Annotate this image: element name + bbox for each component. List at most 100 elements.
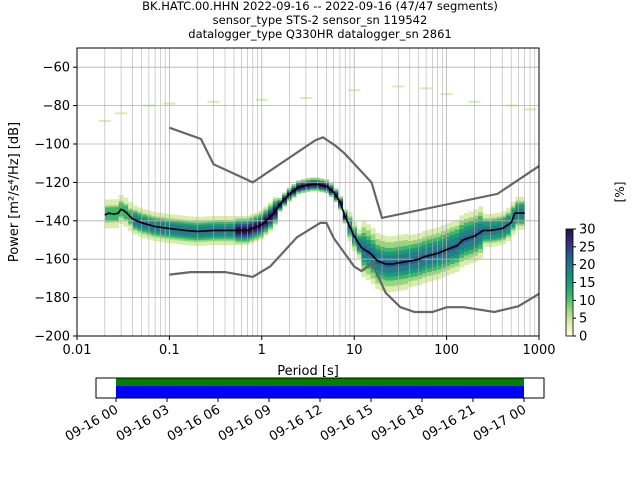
psd-cell: [422, 240, 428, 243]
psd-cell: [268, 211, 274, 215]
psd-cell: [487, 240, 493, 244]
psd-cell: [221, 240, 227, 244]
psd-cell: [184, 221, 190, 224]
psd-cell: [496, 237, 502, 240]
psd-cell: [366, 277, 372, 281]
psd-cell: [212, 225, 218, 228]
psd-cell: [468, 238, 474, 241]
psd-cell: [226, 239, 232, 242]
psd-cell: [277, 201, 283, 205]
psd-cell: [207, 223, 213, 227]
psd-cell: [142, 228, 148, 231]
psd-cell: [431, 268, 437, 271]
psd-cell: [174, 222, 180, 225]
psd-cell: [431, 245, 437, 248]
psd-cell: [459, 259, 465, 262]
psd-cell: [520, 198, 525, 201]
psd-cell: [426, 235, 432, 238]
timeline-tick-label: 09-16 09: [216, 402, 274, 444]
psd-cell: [394, 271, 400, 275]
colorbar: 0 5 10 15 20 25 30: [565, 223, 596, 345]
psd-cell: [394, 281, 400, 284]
psd-cell: [356, 244, 362, 247]
psd-cell: [380, 259, 386, 263]
psd-cell: [128, 223, 134, 226]
psd-cell: [380, 244, 386, 247]
psd-cell: [296, 180, 302, 183]
colorbar-tick-label: 25: [579, 240, 596, 255]
psd-cell: [436, 261, 442, 264]
psd-cell: [272, 215, 278, 219]
psd-cell: [468, 261, 474, 264]
psd-cell: [128, 211, 134, 215]
psd-cell: [412, 272, 418, 275]
psd-cell: [440, 261, 446, 264]
psd-cell: [450, 269, 456, 272]
psd-cell: [156, 235, 162, 238]
psd-cell: [389, 238, 395, 241]
psd-cell: [202, 233, 208, 236]
psd-cell: [235, 235, 241, 238]
psd-cell: [384, 274, 390, 277]
psd-cell: [207, 221, 213, 225]
psd-cell: [114, 214, 120, 217]
psd-cell: [146, 237, 152, 240]
psd-cell: [408, 246, 414, 249]
psd-cell: [370, 230, 376, 233]
psd-cell: [478, 223, 483, 226]
psd-cell: [478, 250, 483, 253]
psd-cell: [422, 265, 428, 268]
psd-cell: [464, 212, 470, 216]
psd-cell: [473, 251, 479, 254]
psd-cell: [417, 278, 423, 282]
psd-cell: [431, 255, 437, 258]
psd-cell: [445, 225, 451, 228]
psd-cell: [146, 221, 152, 225]
psd-cell: [436, 267, 442, 270]
psd-cell: [398, 259, 404, 262]
psd-cell: [240, 221, 246, 224]
psd-cell: [114, 208, 120, 211]
psd-cell: [230, 239, 236, 242]
psd-cell: [123, 203, 129, 206]
psd-cell: [230, 215, 236, 219]
psd-cell: [221, 242, 227, 246]
psd-cell: [440, 273, 446, 276]
psd-cell: [375, 281, 381, 284]
psd-cell: [389, 236, 395, 239]
psd-cell: [389, 261, 395, 264]
psd-cell: [478, 225, 483, 228]
psd-cell: [436, 234, 442, 238]
psd-cell: [375, 269, 381, 272]
psd-cell: [506, 210, 511, 213]
psd-cell: [170, 231, 176, 234]
psd-cell: [403, 241, 409, 244]
psd-cell: [268, 208, 274, 211]
psd-cell: [202, 241, 208, 244]
psd-cell: [417, 236, 423, 239]
psd-cell: [478, 233, 483, 236]
psd-cell: [454, 229, 460, 232]
psd-cell: [198, 216, 204, 219]
psd-cell: [207, 239, 213, 242]
psd-cell: [464, 234, 470, 237]
timeline-coverage-bar: [116, 386, 524, 398]
psd-cell: [459, 245, 465, 249]
psd-cell: [464, 249, 470, 252]
psd-cell: [123, 199, 129, 202]
psd-cell: [520, 217, 525, 221]
psd-cell: [520, 223, 525, 226]
psd-cell: [104, 216, 110, 219]
psd-cell: [473, 243, 479, 247]
psd-cell: [179, 225, 185, 228]
psd-cell: [380, 280, 386, 284]
psd-cell: [473, 255, 479, 258]
psd-cell: [398, 244, 404, 247]
psd-cell: [230, 225, 236, 228]
psd-cell: [501, 213, 507, 216]
psd-cell: [384, 286, 390, 289]
psd-cell: [282, 192, 288, 195]
plot-title-line-1: BK.HATC.00.HHN 2022-09-16 -- 2022-09-16 …: [142, 0, 498, 13]
psd-cell: [450, 236, 456, 240]
psd-cell: [464, 214, 470, 217]
